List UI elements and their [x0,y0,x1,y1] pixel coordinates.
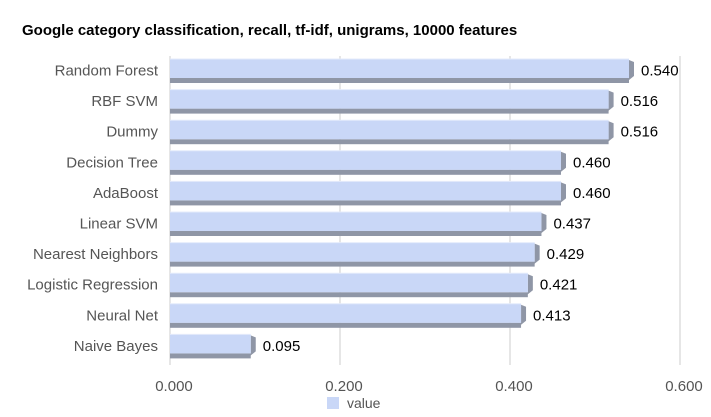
value-label: 0.429 [547,246,585,263]
bar-base [170,323,522,328]
bar-face [170,273,528,293]
bar-face [170,150,561,170]
category-label: Nearest Neighbors [33,246,158,263]
category-label: Linear SVM [80,216,158,233]
category-label: Dummy [106,124,158,141]
bar [170,303,527,328]
bar-face [170,181,561,201]
bar-base [170,79,629,83]
x-tick-label: 0.200 [325,378,363,395]
category-label: Random Forest [55,63,159,80]
category-label: AdaBoost [93,185,159,202]
category-label: Decision Tree [66,154,158,171]
bar-face [170,303,522,323]
bar-base [170,170,561,175]
chart-title: Google category classification, recall, … [22,22,517,39]
x-tick-label: 0.400 [495,378,533,395]
legend: value [327,395,381,411]
value-label: 0.095 [263,338,301,355]
x-tick-label: 0.600 [665,378,703,395]
bar [170,180,566,206]
legend-label: value [347,395,381,411]
category-label: Naive Bayes [74,338,158,355]
bar-base [170,109,609,114]
value-labels: 0.540 0.516 0.516 0.460 0.460 0.437 0.429 0.421… [263,63,679,355]
category-label: RBF SVM [91,93,158,110]
bar-face [170,89,609,109]
bar-face [170,59,629,78]
value-label: 0.516 [621,124,659,141]
value-label: 0.516 [621,93,659,110]
bar-base [170,201,561,206]
category-label: Neural Net [86,307,159,324]
bar-face [170,212,542,231]
category-labels: Random Forest RBF SVM Dummy Decision Tree Ad… [27,63,159,355]
bar-base [170,140,609,145]
bars [170,58,634,359]
x-tick-label: 0.000 [155,378,193,395]
bar-base [170,232,542,236]
bar-base [170,293,528,298]
bar [170,58,634,83]
category-label: Logistic Regression [27,277,158,294]
value-label: 0.421 [540,277,578,294]
bar [170,272,533,298]
bar [170,333,256,359]
bar-face [170,334,251,354]
bar [170,211,547,236]
bar [170,150,566,175]
bar-face [170,242,535,262]
bar-base [170,354,251,359]
value-label: 0.437 [553,216,591,233]
value-label: 0.540 [641,63,679,80]
bar-face [170,120,609,140]
legend-swatch [327,397,339,409]
value-label: 0.413 [533,307,571,324]
value-label: 0.460 [573,154,611,171]
x-axis-ticks: 0.000 0.200 0.400 0.600 [155,378,703,395]
bar [170,242,540,267]
bar [170,119,614,145]
value-label: 0.460 [573,185,611,202]
bar-base [170,262,535,267]
bar [170,89,614,114]
